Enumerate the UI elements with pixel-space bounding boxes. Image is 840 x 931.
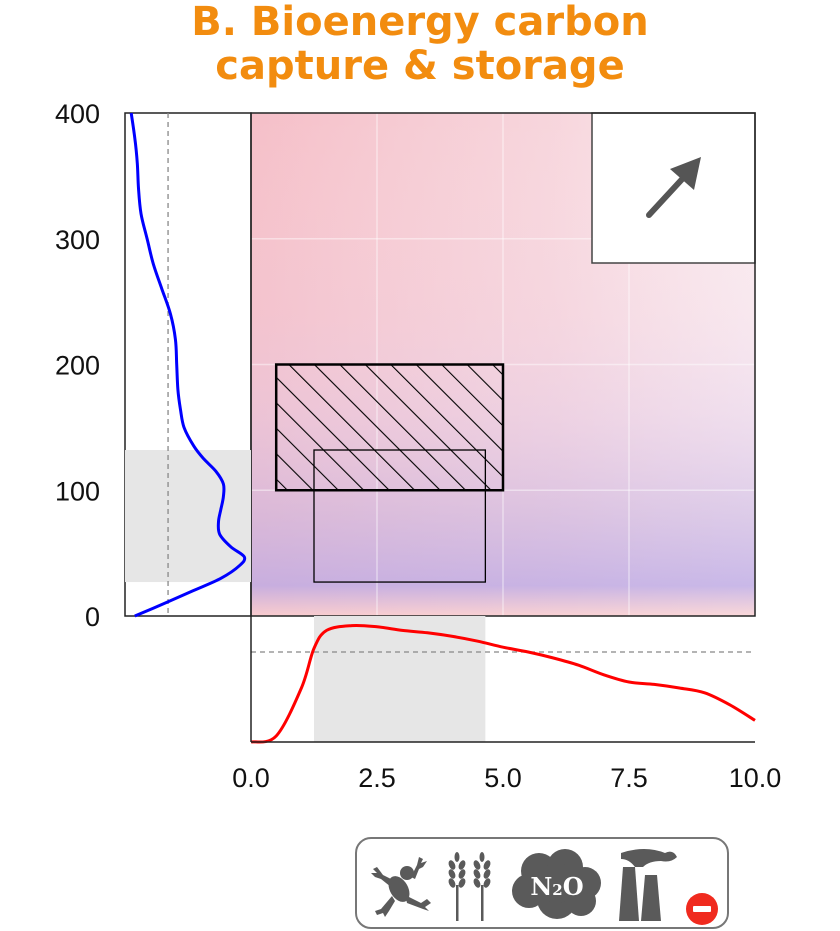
heatmap-panel (250, 112, 756, 617)
y-tick-label: 0 (85, 602, 100, 632)
wheat-icon (448, 852, 491, 921)
x-tick-label: 7.5 (610, 763, 648, 793)
y-tick-label: 100 (55, 476, 100, 506)
y-axis-ticks: 0 100 200 300 400 (55, 99, 100, 632)
interval-box (313, 449, 487, 583)
y-tick-label: 200 (55, 351, 100, 381)
y-interval-highlight (125, 450, 251, 583)
minus-badge-icon (686, 893, 718, 925)
x-axis-ticks: 0.0 2.5 5.0 7.5 10.0 (232, 763, 781, 793)
chart-title-line-1: B. Bioenergy carbon (191, 0, 649, 45)
n2o-cloud-icon: N2O (512, 849, 601, 919)
x-tick-label: 5.0 (484, 763, 522, 793)
x-density-panel (250, 616, 756, 744)
x-tick-label: 10.0 (729, 763, 782, 793)
y-tick-label: 300 (55, 225, 100, 255)
y-density-frame (124, 112, 252, 617)
frog-icon (371, 857, 431, 917)
x-tick-label: 0.0 (232, 763, 270, 793)
y-density-panel (124, 112, 252, 618)
y-density-curve (129, 112, 247, 618)
hatched-range-box (274, 363, 505, 492)
x-tick-label: 2.5 (358, 763, 396, 793)
impact-icon-panel: N2O (355, 837, 729, 929)
y-tick-label: 400 (55, 99, 100, 129)
chart-title-line-2: capture & storage (215, 43, 625, 89)
x-interval-highlight (314, 616, 486, 742)
x-density-curve (250, 623, 756, 744)
chart-title: B. Bioenergy carbon capture & storage (0, 0, 840, 88)
trend-arrow-icon (646, 157, 701, 218)
factory-icon (619, 849, 677, 921)
n2o-label: N2O (530, 872, 583, 901)
